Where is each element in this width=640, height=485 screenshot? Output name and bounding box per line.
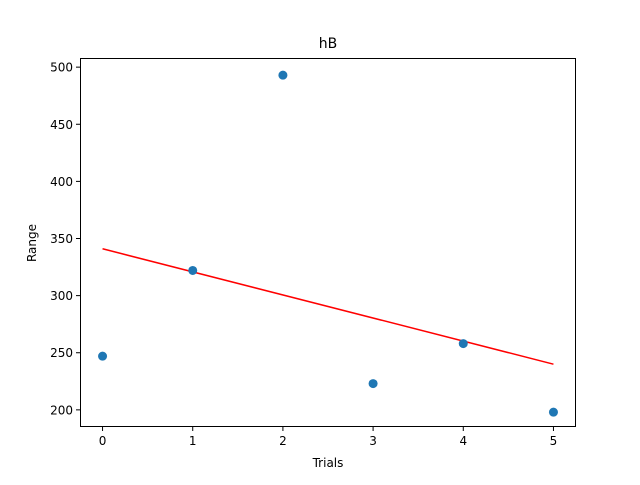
plot-frame: [80, 58, 576, 427]
axes: 0 1 2 3 4 5 200 250 300 350 400 450 500: [50, 61, 557, 448]
trend-line: [102, 248, 554, 365]
y-tick-label: 250: [50, 346, 73, 360]
y-axis-label: Range: [25, 224, 39, 262]
series-layer: [98, 70, 558, 417]
y-tick-label: 450: [50, 118, 73, 132]
y-tick-label: 500: [50, 61, 73, 75]
x-tick-label: 3: [369, 434, 377, 448]
data-point: [188, 265, 198, 275]
data-point: [278, 70, 288, 80]
x-tick-label: 4: [459, 434, 467, 448]
x-axis-label: Trials: [312, 456, 344, 470]
x-tick-label: 5: [550, 434, 558, 448]
y-tick-label: 200: [50, 403, 73, 417]
y-tick-label: 300: [50, 289, 73, 303]
data-point: [548, 407, 558, 417]
x-tick-label: 2: [279, 434, 287, 448]
y-tick-label: 350: [50, 232, 73, 246]
x-tick-label: 0: [99, 434, 107, 448]
data-point: [368, 379, 378, 389]
x-tick-label: 1: [189, 434, 197, 448]
y-tick-label: 400: [50, 175, 73, 189]
data-point: [98, 351, 108, 361]
chart-title: hB: [319, 36, 337, 52]
data-point: [458, 339, 468, 349]
